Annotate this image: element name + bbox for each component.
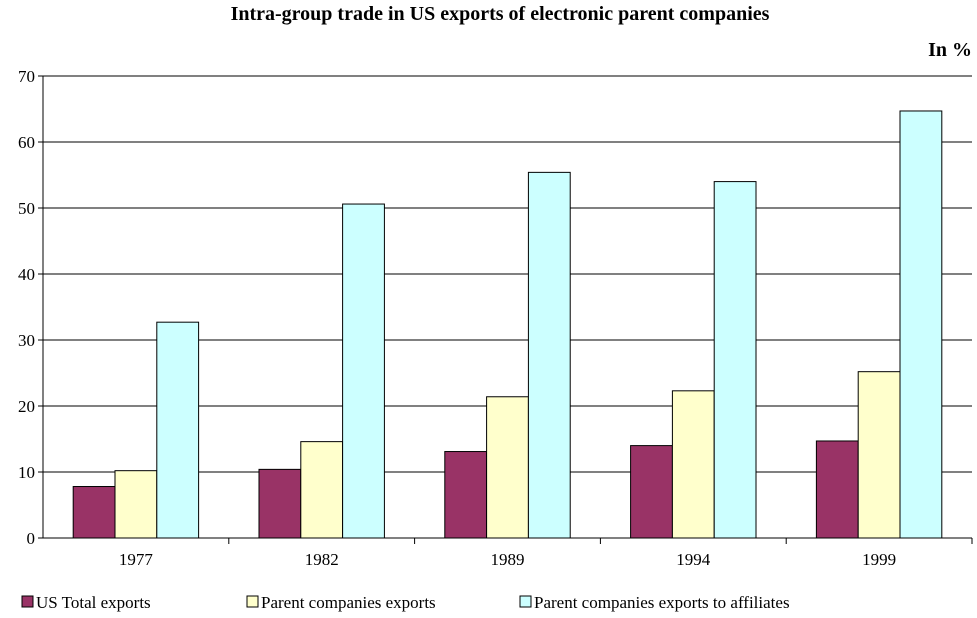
- bar-1994-series-2: [671, 390, 715, 539]
- legend-label-series-2: Parent companies exports: [261, 593, 436, 612]
- bar-1977-series-2: [114, 470, 158, 539]
- y-tick-label: 10: [18, 463, 35, 482]
- bar-1977-series-1: [72, 486, 116, 539]
- legend-swatch-series-1: [21, 595, 34, 608]
- legend-label-series-3: Parent companies exports to affiliates: [534, 593, 790, 612]
- y-tick-label: 0: [27, 529, 36, 548]
- legend-swatch-series-3: [519, 595, 532, 608]
- bar-1999-series-2: [857, 371, 901, 539]
- y-tick-label: 30: [18, 331, 35, 350]
- y-tick-label: 20: [18, 397, 35, 416]
- bar-1989-series-3: [527, 171, 571, 539]
- bars: [72, 110, 943, 539]
- bar-1982-series-1: [258, 468, 302, 539]
- y-tick-label: 50: [18, 199, 35, 218]
- y-tick-label: 60: [18, 133, 35, 152]
- bar-1994-series-1: [630, 445, 673, 539]
- bar-1982-series-2: [300, 441, 344, 539]
- bar-1982-series-3: [342, 203, 385, 539]
- y-tick-label: 70: [18, 67, 35, 86]
- bar-1989-series-2: [486, 396, 529, 539]
- unit-label: In %: [928, 39, 972, 61]
- legend: US Total exports Parent companies exports…: [21, 593, 790, 612]
- legend-swatch-series-2: [246, 595, 259, 608]
- bar-1977-series-3: [156, 321, 200, 539]
- x-tick-label: 1999: [862, 550, 896, 569]
- chart-title: Intra-group trade in US exports of elect…: [231, 3, 770, 25]
- x-tick-label: 1994: [676, 550, 711, 569]
- bar-1999-series-1: [815, 440, 859, 539]
- x-tick-label: 1982: [305, 550, 339, 569]
- y-axis-ticks: 0 10 20 30 40 50 60 70: [18, 67, 43, 548]
- y-tick-label: 40: [18, 265, 35, 284]
- bar-1999-series-3: [899, 110, 943, 539]
- x-tick-label: 1989: [491, 550, 525, 569]
- bar-1994-series-3: [713, 181, 757, 539]
- axes: [42, 76, 972, 539]
- x-axis-ticks: 1977 1982 1989 1994 1999: [119, 538, 973, 569]
- legend-label-series-1: US Total exports: [36, 593, 151, 612]
- x-tick-label: 1977: [119, 550, 154, 569]
- bar-1989-series-1: [444, 451, 488, 539]
